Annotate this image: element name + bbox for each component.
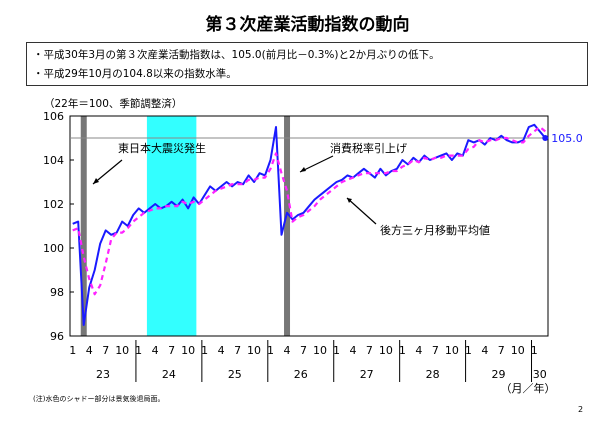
x-month-label: 1 bbox=[465, 344, 472, 357]
moving-average-series-line bbox=[72, 125, 546, 296]
x-year-label: 24 bbox=[162, 368, 176, 381]
x-month-label: 7 bbox=[300, 344, 307, 357]
x-month-label: 1 bbox=[333, 344, 340, 357]
latest-value-marker bbox=[542, 135, 549, 141]
x-year-label: 29 bbox=[492, 368, 506, 381]
x-month-label: 4 bbox=[349, 344, 356, 357]
footnote: (注)水色のシャドー部分は景気後退局面。 bbox=[33, 395, 165, 403]
x-year-label: 25 bbox=[228, 368, 242, 381]
x-month-label: 10 bbox=[313, 344, 327, 357]
x-month-label: 1 bbox=[531, 344, 538, 357]
annotation-tax-hike-arrow bbox=[299, 155, 334, 173]
x-month-label: 10 bbox=[511, 344, 525, 357]
x-month-label: 10 bbox=[247, 344, 261, 357]
event-shade-bar bbox=[80, 116, 87, 336]
x-month-label: 4 bbox=[218, 344, 225, 357]
x-month-label: 1 bbox=[267, 344, 274, 357]
y-tick-label: 104 bbox=[43, 154, 64, 167]
y-tick-label: 106 bbox=[43, 110, 64, 123]
x-year-label: 23 bbox=[96, 368, 110, 381]
x-month-label: 4 bbox=[481, 344, 488, 357]
page-title: 第３次産業活動指数の動向 bbox=[205, 15, 410, 35]
page-number: 2 bbox=[578, 405, 584, 414]
recession-shade bbox=[146, 116, 197, 336]
y-axis-unit-label: （22年＝100、季節調整済） bbox=[44, 98, 183, 110]
summary-line-1: ・平成30年3月の第３次産業活動指数は、105.0(前月比－0.3%)と2か月ぶ… bbox=[33, 49, 440, 61]
x-month-label: 4 bbox=[284, 344, 291, 357]
x-month-label: 1 bbox=[201, 344, 208, 357]
x-month-label: 10 bbox=[379, 344, 393, 357]
x-month-label: 7 bbox=[168, 344, 175, 357]
summary-line-2: ・平成29年10月の104.8以来の指数水準。 bbox=[33, 68, 237, 80]
x-month-label: 7 bbox=[234, 344, 241, 357]
x-month-label: 10 bbox=[181, 344, 195, 357]
event-shade-bar bbox=[284, 116, 291, 336]
x-month-label: 10 bbox=[445, 344, 459, 357]
x-month-label: 4 bbox=[415, 344, 422, 357]
annotation-moving-average: 後方三ヶ月移動平均値 bbox=[380, 223, 490, 237]
x-year-label: 30 bbox=[533, 368, 547, 381]
x-year-label: 28 bbox=[426, 368, 440, 381]
annotation-tax-hike-arrowhead bbox=[300, 167, 306, 172]
x-month-label: 10 bbox=[115, 344, 129, 357]
x-axis-unit-label: （月／年） bbox=[501, 381, 556, 395]
y-tick-label: 102 bbox=[43, 198, 64, 211]
y-tick-label: 96 bbox=[50, 330, 64, 343]
annotation-moving-average-arrow bbox=[346, 197, 377, 225]
x-month-label: 1 bbox=[69, 344, 76, 357]
annotation-earthquake-arrowhead bbox=[93, 178, 99, 184]
summary-box: ・平成30年3月の第３次産業活動指数は、105.0(前月比－0.3%)と2か月ぶ… bbox=[26, 42, 588, 86]
annotation-earthquake: 東日本大震災発生 bbox=[118, 141, 206, 155]
x-month-label: 7 bbox=[366, 344, 373, 357]
latest-value-label: 105.0 bbox=[551, 132, 583, 145]
x-year-label: 26 bbox=[294, 368, 308, 381]
x-month-label: 4 bbox=[152, 344, 159, 357]
x-month-label: 7 bbox=[102, 344, 109, 357]
x-month-label: 7 bbox=[498, 344, 505, 357]
annotation-moving-average-arrowhead bbox=[347, 198, 352, 203]
x-month-label: 4 bbox=[86, 344, 93, 357]
annotation-tax-hike: 消費税率引上げ bbox=[330, 141, 407, 155]
x-year-label: 27 bbox=[360, 368, 374, 381]
y-tick-label: 98 bbox=[50, 286, 64, 299]
x-month-label: 1 bbox=[135, 344, 142, 357]
annotation-earthquake-arrow bbox=[92, 159, 123, 185]
x-month-label: 7 bbox=[432, 344, 439, 357]
x-month-label: 1 bbox=[399, 344, 406, 357]
plot-frame bbox=[69, 115, 549, 337]
y-tick-label: 100 bbox=[43, 242, 64, 255]
index-series-line bbox=[72, 123, 547, 326]
